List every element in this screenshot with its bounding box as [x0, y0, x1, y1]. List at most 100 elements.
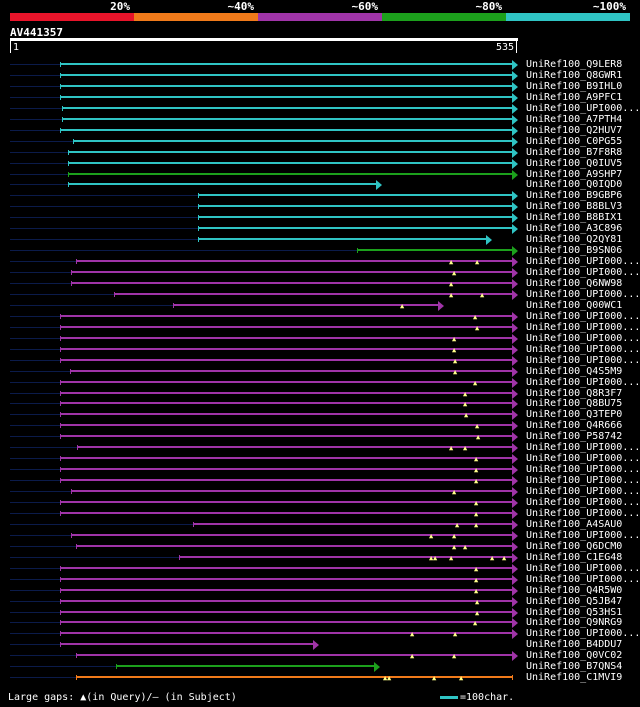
- alignment-bar[interactable]: [198, 194, 512, 197]
- alignment-bar[interactable]: [60, 402, 512, 405]
- hit-name-link[interactable]: UniRef100_UPI000...: [526, 486, 640, 498]
- hit-name-link[interactable]: UniRef100_UPI000...: [526, 288, 640, 300]
- hit-row[interactable]: ▲ UniRef100_Q8BU75: [0, 398, 640, 410]
- alignment-bar[interactable]: [60, 424, 512, 427]
- alignment-bar[interactable]: [60, 314, 512, 317]
- hit-row[interactable]: UniRef100_B9IHL0: [0, 81, 640, 92]
- hit-name-link[interactable]: UniRef100_UPI000...: [526, 475, 640, 487]
- hit-row[interactable]: UniRef100_A7PTH4: [0, 114, 640, 125]
- alignment-bar[interactable]: [114, 292, 512, 295]
- hit-name-link[interactable]: UniRef100_UPI000...: [526, 376, 640, 388]
- hit-name-link[interactable]: UniRef100_UPI000...: [526, 354, 640, 366]
- hit-name-link[interactable]: UniRef100_A9SHP7: [526, 168, 623, 180]
- hit-name-link[interactable]: UniRef100_A7PTH4: [526, 113, 623, 125]
- hit-row[interactable]: ▲ UniRef100_Q5JB47: [0, 596, 640, 607]
- hit-name-link[interactable]: UniRef100_UPI000...: [526, 267, 640, 279]
- hit-name-link[interactable]: UniRef100_UPI000...: [526, 453, 640, 465]
- alignment-bar[interactable]: [60, 391, 512, 394]
- alignment-bar[interactable]: [60, 479, 512, 482]
- hit-name-link[interactable]: UniRef100_Q6DCM0: [526, 540, 623, 552]
- hit-name-link[interactable]: UniRef100_Q00WC1: [526, 299, 623, 311]
- hit-row[interactable]: ▲ ▲ UniRef100_UPI000...: [0, 628, 640, 640]
- hit-row[interactable]: UniRef100_B9SN06: [0, 245, 640, 257]
- hit-name-link[interactable]: UniRef100_UPI000...: [526, 343, 640, 355]
- alignment-bar[interactable]: [68, 172, 512, 175]
- hit-name-link[interactable]: UniRef100_UPI000...: [526, 321, 640, 333]
- hit-name-link[interactable]: UniRef100_C0PG55: [526, 135, 623, 147]
- hit-name-link[interactable]: UniRef100_B8BLV3: [526, 201, 623, 213]
- alignment-bar[interactable]: [198, 227, 512, 230]
- alignment-bar[interactable]: [68, 161, 512, 164]
- alignment-bar[interactable]: [60, 73, 512, 76]
- alignment-bar[interactable]: [193, 522, 512, 525]
- alignment-bar[interactable]: [60, 632, 512, 635]
- alignment-bar[interactable]: [73, 139, 512, 142]
- alignment-bar[interactable]: [71, 271, 512, 274]
- hit-row[interactable]: ▲ UniRef100_UPI000...: [0, 475, 640, 487]
- hit-name-link[interactable]: UniRef100_Q9LER8: [526, 59, 623, 70]
- hit-name-link[interactable]: UniRef100_C1MVI9: [526, 672, 623, 684]
- alignment-bar[interactable]: [62, 117, 512, 120]
- hit-name-link[interactable]: UniRef100_A9PFC1: [526, 91, 623, 103]
- hit-row[interactable]: ▲ UniRef100_UPI000...: [0, 464, 640, 476]
- alignment-bar[interactable]: [68, 183, 376, 186]
- hit-name-link[interactable]: UniRef100_UPI000...: [526, 102, 640, 114]
- hit-row[interactable]: ▲ ▲ UniRef100_Q6DCM0: [0, 541, 640, 552]
- alignment-bar[interactable]: [198, 205, 512, 208]
- hit-row[interactable]: UniRef100_Q8GWR1: [0, 70, 640, 81]
- hit-row[interactable]: ▲ UniRef100_Q6NW98: [0, 278, 640, 289]
- hit-row[interactable]: UniRef100_A9PFC1: [0, 92, 640, 103]
- hit-name-link[interactable]: UniRef100_UPI000...: [526, 562, 640, 574]
- hit-row[interactable]: UniRef100_Q0IUV5: [0, 158, 640, 169]
- hit-row[interactable]: ▲ ▲ ▲ ▲ UniRef100_C1MVI9: [0, 672, 640, 683]
- hit-row[interactable]: ▲ ▲ UniRef100_UPI000...: [0, 289, 640, 300]
- hit-row[interactable]: UniRef100_C0PG55: [0, 136, 640, 147]
- hit-name-link[interactable]: UniRef100_Q0VC02: [526, 650, 623, 662]
- alignment-bar[interactable]: [60, 95, 512, 98]
- hit-name-link[interactable]: UniRef100_Q8GWR1: [526, 69, 623, 81]
- hit-row[interactable]: ▲ ▲ ▲ ▲ ▲ UniRef100_C1EG48: [0, 552, 640, 563]
- hit-row[interactable]: ▲ UniRef100_Q4S5M9: [0, 366, 640, 377]
- hit-row[interactable]: UniRef100_B8BLV3: [0, 201, 640, 213]
- hit-name-link[interactable]: UniRef100_UPI000...: [526, 529, 640, 541]
- alignment-bar[interactable]: [60, 566, 512, 569]
- hit-name-link[interactable]: UniRef100_Q6NW98: [526, 278, 623, 289]
- hit-name-link[interactable]: UniRef100_B9GBP6: [526, 190, 623, 202]
- alignment-bar[interactable]: [60, 621, 512, 624]
- hit-row[interactable]: UniRef100_Q2QY81: [0, 234, 640, 246]
- alignment-bar[interactable]: [71, 533, 512, 536]
- hit-name-link[interactable]: UniRef100_UPI000...: [526, 332, 640, 344]
- hit-row[interactable]: ▲ ▲ UniRef100_UPI000...: [0, 442, 640, 454]
- hit-name-link[interactable]: UniRef100_B9IHL0: [526, 80, 623, 92]
- hit-name-link[interactable]: UniRef100_C1EG48: [526, 551, 623, 563]
- hit-row[interactable]: ▲ UniRef100_UPI000...: [0, 453, 640, 465]
- hit-name-link[interactable]: UniRef100_UPI000...: [526, 464, 640, 476]
- alignment-bar[interactable]: [179, 555, 512, 558]
- hit-row[interactable]: UniRef100_B7F8R8: [0, 147, 640, 158]
- alignment-bar[interactable]: [71, 282, 512, 284]
- hit-row[interactable]: ▲ UniRef100_UPI000...: [0, 508, 640, 519]
- hit-name-link[interactable]: UniRef100_Q8R3F7: [526, 387, 623, 399]
- hit-row[interactable]: UniRef100_B4DDU7: [0, 639, 640, 651]
- hit-row[interactable]: ▲ UniRef100_Q9NRG9: [0, 617, 640, 629]
- alignment-bar[interactable]: [60, 128, 512, 131]
- alignment-bar[interactable]: [60, 511, 512, 514]
- hit-name-link[interactable]: UniRef100_A4SAU0: [526, 518, 623, 530]
- hit-name-link[interactable]: UniRef100_Q0IUV5: [526, 157, 623, 169]
- hit-row[interactable]: ▲ ▲ UniRef100_A4SAU0: [0, 519, 640, 530]
- hit-name-link[interactable]: UniRef100_Q4R5W0: [526, 584, 623, 596]
- alignment-bar[interactable]: [76, 676, 512, 679]
- hit-row[interactable]: UniRef100_A9SHP7: [0, 169, 640, 180]
- hit-row[interactable]: UniRef100_B8BIX1: [0, 212, 640, 224]
- hit-row[interactable]: ▲ UniRef100_Q8R3F7: [0, 388, 640, 399]
- hit-row[interactable]: ▲ UniRef100_UPI000...: [0, 377, 640, 388]
- alignment-bar[interactable]: [60, 501, 512, 503]
- hit-row[interactable]: ▲ UniRef100_Q3TEP0: [0, 409, 640, 421]
- alignment-bar[interactable]: [60, 588, 512, 591]
- alignment-bar[interactable]: [60, 610, 512, 613]
- hit-row[interactable]: ▲ UniRef100_UPI000...: [0, 267, 640, 279]
- hit-row[interactable]: ▲ UniRef100_UPI000...: [0, 311, 640, 322]
- alignment-bar[interactable]: [173, 303, 438, 306]
- hit-name-link[interactable]: UniRef100_Q4R666: [526, 420, 623, 432]
- hit-name-link[interactable]: UniRef100_UPI000...: [526, 507, 640, 519]
